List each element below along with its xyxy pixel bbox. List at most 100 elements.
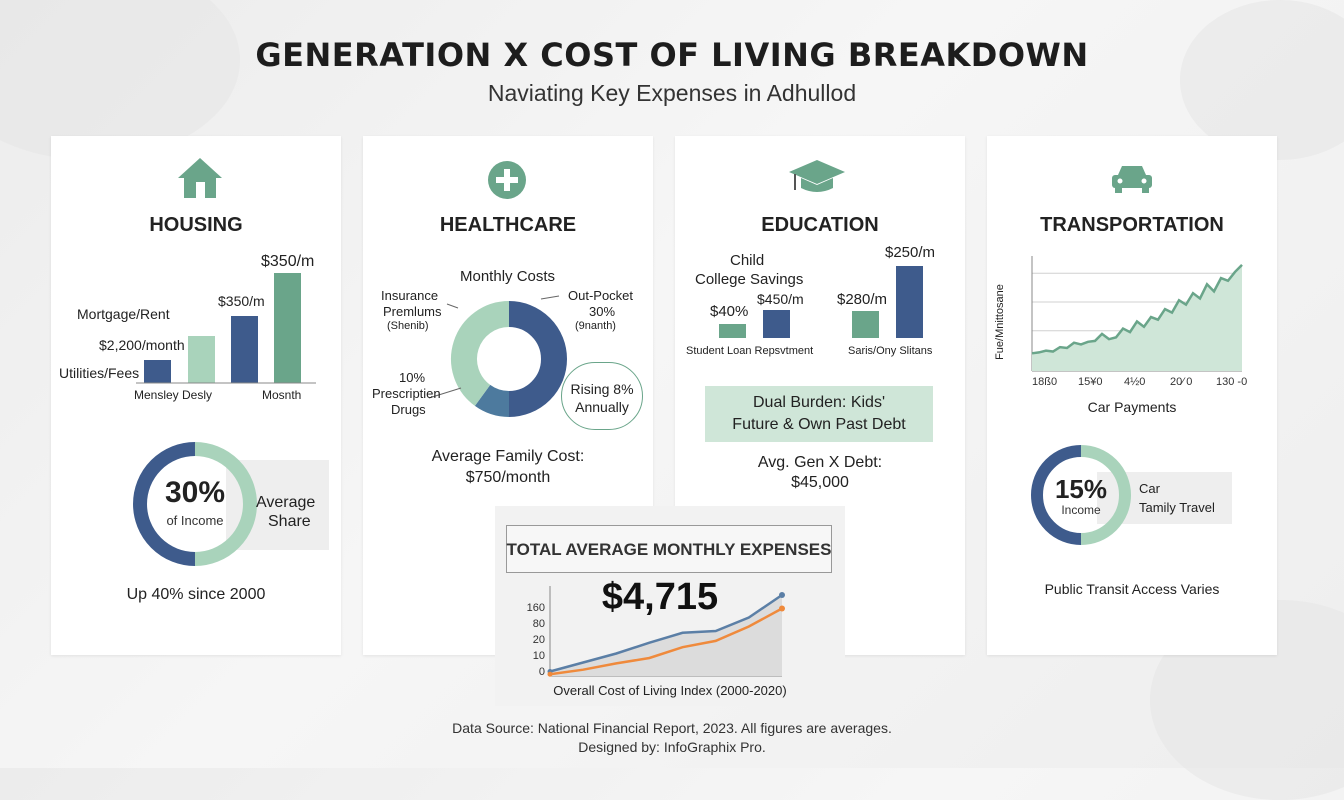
healthcare-label-drug2: Prescriptien xyxy=(372,386,441,401)
transportation-share-label2: Tamily Travel xyxy=(1139,500,1215,515)
education-banner-line1: Dual Burden: Kids' xyxy=(752,394,885,411)
education-bar-chart xyxy=(719,266,923,338)
plus-icon xyxy=(488,161,526,199)
total-y-tick: 160 xyxy=(526,602,545,614)
healthcare-avg-line2: $750/month xyxy=(465,469,551,486)
transportation-x-label: Car Payments xyxy=(1087,399,1177,415)
housing-donut-segment xyxy=(194,442,257,566)
healthcare-label-oop3: (9nanth) xyxy=(575,320,616,332)
housing-share-donut xyxy=(133,442,257,566)
page-subtitle: Naviating Key Expenses in Adhullod xyxy=(487,80,857,106)
total-y-tick: 10 xyxy=(532,650,545,662)
housing-label-350a: $350/m xyxy=(261,253,315,270)
housing-x-left: Mensley Desly xyxy=(134,388,213,402)
healthcare-label-drug3: Drugs xyxy=(391,402,426,417)
transportation-title: TRANSPORTATION xyxy=(1040,214,1224,236)
total-title-box xyxy=(506,525,832,573)
total-series-point xyxy=(779,605,785,612)
total-line-chart xyxy=(547,586,785,677)
healthcare-label-ins3: (Shenib) xyxy=(387,320,429,332)
healthcare-donut-slice xyxy=(508,301,567,417)
total-card: TOTAL AVERAGE MONTHLY EXPENSES 0 10 20 80 16… xyxy=(495,506,845,706)
healthcare-label-drug1: 10% xyxy=(399,370,426,385)
transportation-note: Public Transit Access Varies xyxy=(1044,581,1220,597)
housing-donut-segment xyxy=(133,442,196,566)
housing-bar xyxy=(231,316,258,383)
total-series-line xyxy=(549,607,783,676)
footer-line1: Data Source: National Financial Report, … xyxy=(452,720,892,736)
education-banner-line2: Future & Own Past Debt xyxy=(732,416,906,433)
education-bar xyxy=(719,324,746,338)
housing-label-2200: $2,200/month xyxy=(99,337,185,353)
transportation-share-donut xyxy=(1031,445,1131,545)
healthcare-donut-slice xyxy=(451,301,510,406)
total-series-line xyxy=(549,593,783,673)
housing-share-value: 30% xyxy=(164,476,226,509)
healthcare-speech-bubble xyxy=(561,362,643,430)
total-y-tick: 0 xyxy=(538,666,545,678)
healthcare-bubble-line2: Annually xyxy=(575,399,629,415)
housing-x-right: Mosnth xyxy=(262,388,302,402)
education-bar xyxy=(852,311,879,338)
footer-line2: Designed by: InfoGraphix Pro. xyxy=(578,739,766,755)
healthcare-chart-title: Monthly Costs xyxy=(460,268,556,285)
total-y-tick: 80 xyxy=(532,618,545,630)
car-icon xyxy=(1112,166,1152,193)
education-title: EDUCATION xyxy=(761,214,879,236)
housing-title: HOUSING xyxy=(149,214,243,236)
total-series-point xyxy=(547,671,553,677)
total-y-tick: 20 xyxy=(532,634,545,646)
healthcare-donut-slice xyxy=(474,384,510,417)
education-label-savings: Saris/Ony Slitans xyxy=(848,345,933,357)
education-label-40: $40% xyxy=(710,303,749,320)
housing-bar xyxy=(188,336,215,383)
transportation-share-value: 15% xyxy=(1054,474,1108,504)
healthcare-label-oop2: 30% xyxy=(589,304,616,319)
transportation-x-tick: 20⁄ 0 xyxy=(1170,376,1193,388)
transportation-x-tick: 4½0 xyxy=(1124,376,1146,388)
graduation-cap-icon xyxy=(789,160,845,192)
total-x-label: Overall Cost of Living Index (2000-2020) xyxy=(553,683,787,698)
housing-note: Up 40% since 2000 xyxy=(126,586,266,603)
healthcare-bubble-line1: Rising 8% xyxy=(570,381,634,397)
page-title: GENERATION X COST OF LIVING BREAKDOWN xyxy=(255,36,1089,74)
transportation-panel: TRANSPORTATION Fue/Mnittosane 18ß0 15¥0 4½… xyxy=(987,136,1277,655)
background-shape xyxy=(1180,0,1344,160)
total-title: TOTAL AVERAGE MONTHLY EXPENSES xyxy=(506,540,832,559)
education-bar xyxy=(763,310,790,338)
healthcare-title: HEALTHCARE xyxy=(439,214,577,236)
total-amount: $4,715 xyxy=(601,576,719,618)
total-y-ticks: 0 10 20 80 160 xyxy=(515,594,545,684)
transportation-x-tick: 13​0 ‐0 xyxy=(1216,376,1248,388)
education-label-250: $250/m xyxy=(885,244,936,261)
education-label-college: College Savings xyxy=(695,271,804,288)
transportation-x-tick: 18ß0 xyxy=(1032,376,1058,388)
education-debt-line2: $45,000 xyxy=(791,474,849,491)
housing-label-utilities: Utilities/Fees xyxy=(59,365,140,381)
healthcare-label-ins2: Premlums xyxy=(383,304,442,319)
healthcare-label-oop1: Out-Pocket xyxy=(568,288,634,303)
education-label-280: $280/m xyxy=(837,291,888,308)
education-label-child: Child xyxy=(730,252,765,269)
education-debt-line1: Avg. Gen X Debt: xyxy=(757,454,883,471)
housing-label-350b: $350/m xyxy=(218,293,265,309)
housing-share-sub: of Income xyxy=(166,513,224,528)
healthcare-leader-lines xyxy=(428,295,560,399)
housing-share-label1: Average xyxy=(256,494,316,511)
housing-bar xyxy=(144,360,171,383)
education-banner xyxy=(705,386,933,442)
total-series-point xyxy=(779,592,785,598)
healthcare-label-ins1: Insurance xyxy=(381,288,439,303)
transportation-x-ticks: 18ß0 15¥0 4½0 20⁄ 0 13​0 ‐0 xyxy=(1032,376,1247,390)
transportation-x-tick: 15¥0 xyxy=(1078,376,1103,388)
housing-bar xyxy=(274,273,301,383)
healthcare-avg-line1: Average Family Cost: xyxy=(431,448,585,465)
transportation-donut-segment xyxy=(1031,445,1082,545)
transportation-donut-segment xyxy=(1080,445,1131,545)
transportation-area-chart xyxy=(1031,256,1243,372)
transportation-share-sub: Income xyxy=(1061,503,1101,517)
transportation-share-label1: Car xyxy=(1139,481,1160,496)
housing-share-label2: Share xyxy=(268,513,311,530)
healthcare-donut-chart xyxy=(451,301,567,417)
transportation-area xyxy=(1032,264,1242,371)
